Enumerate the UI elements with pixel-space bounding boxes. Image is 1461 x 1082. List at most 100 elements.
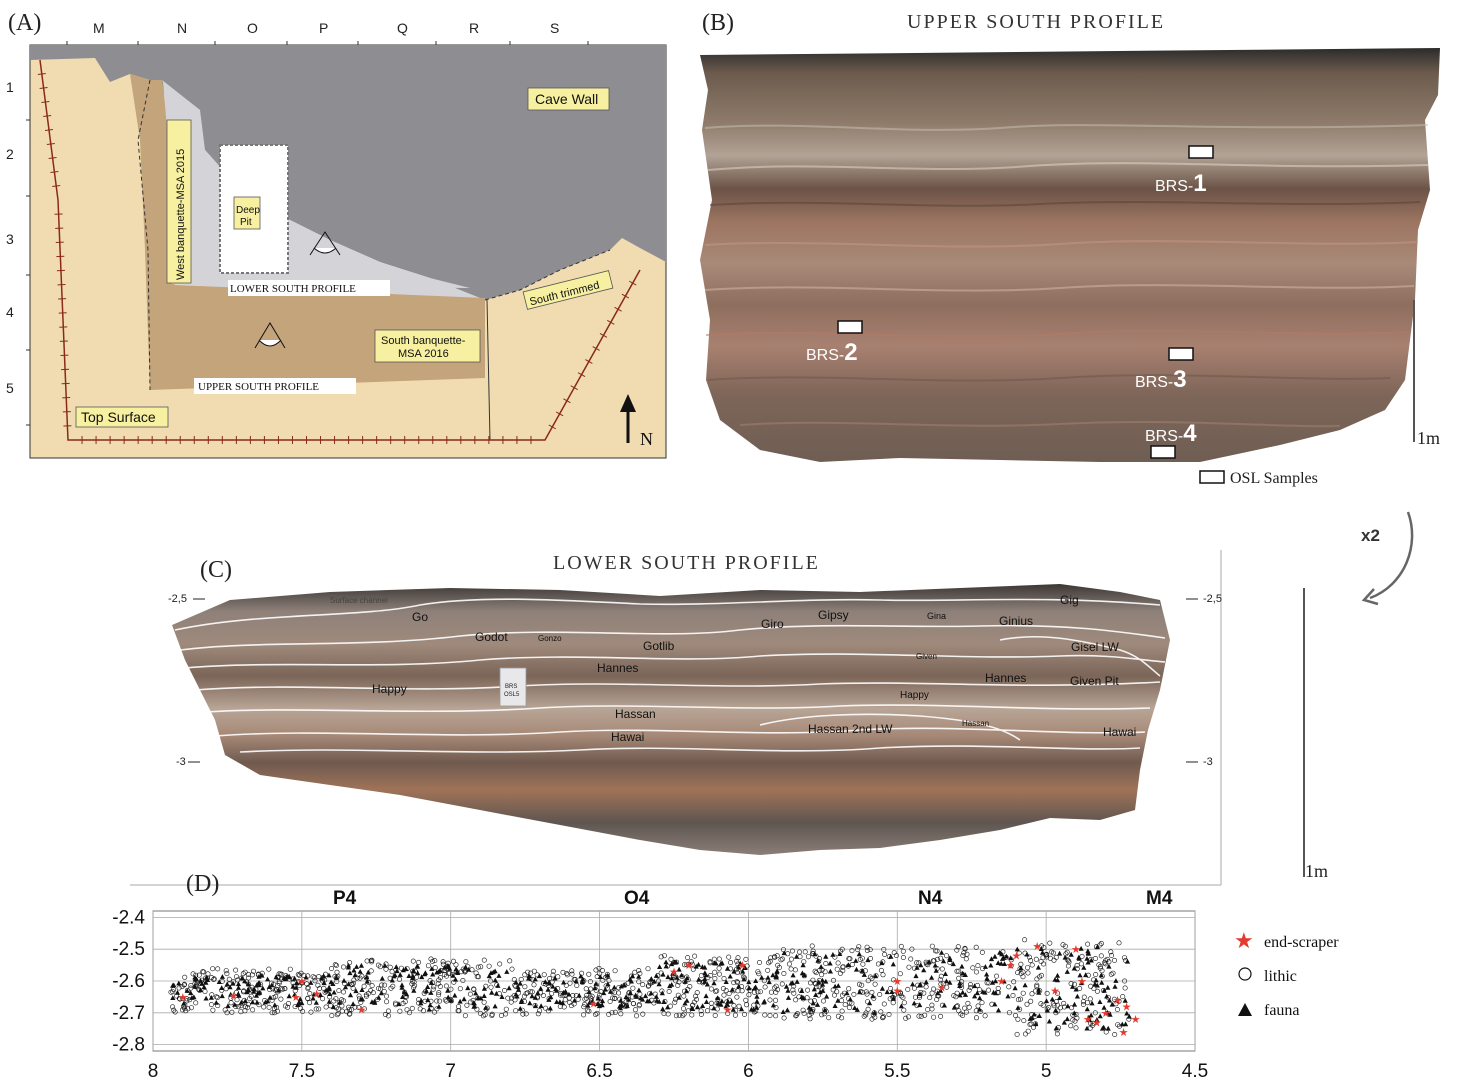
fauna-point — [203, 995, 209, 1001]
panel-c-title: LOWER SOUTH PROFILE — [553, 552, 820, 574]
fauna-point — [536, 973, 542, 979]
fauna-point — [188, 990, 194, 996]
fauna-point — [627, 990, 633, 995]
fauna-point — [960, 970, 966, 976]
lithic-point — [956, 975, 962, 981]
lithic-point — [170, 1004, 176, 1010]
fauna-point — [889, 989, 895, 994]
lithic-point — [340, 964, 346, 970]
fauna-point — [1039, 949, 1046, 955]
fauna-point — [447, 966, 453, 971]
fauna-point — [676, 966, 682, 972]
lithic-point — [840, 968, 846, 974]
fauna-point — [682, 979, 688, 984]
lithic-point — [278, 996, 284, 1002]
fauna-point — [297, 996, 303, 1002]
lithic-point — [861, 1013, 867, 1019]
lower-south-profile-label: LOWER SOUTH PROFILE — [230, 283, 356, 295]
fauna-point — [1106, 997, 1113, 1003]
lithic-point — [1028, 1021, 1034, 1027]
fauna-point — [194, 976, 200, 982]
lithic-point — [675, 982, 681, 988]
lithic-point — [790, 987, 796, 993]
lithic-point — [313, 1006, 319, 1012]
fauna-point — [988, 962, 994, 968]
lithic-point — [208, 1002, 214, 1008]
lithic-point — [689, 1012, 695, 1018]
fauna-point — [799, 988, 805, 993]
lithic-point — [545, 1008, 551, 1014]
fauna-point — [253, 992, 259, 998]
lithic-point — [279, 971, 285, 977]
lithic-point — [473, 970, 479, 976]
lithic-point — [606, 978, 612, 984]
lithic-point — [574, 982, 580, 988]
lithic-point — [712, 969, 718, 975]
lithic-point — [705, 974, 711, 980]
top-surface-label: Top Surface — [81, 409, 156, 425]
fauna-point — [822, 1007, 828, 1013]
fauna-point — [872, 1010, 878, 1015]
fauna-point — [365, 969, 371, 975]
lithic-point — [661, 1010, 667, 1016]
end-scraper-point-12: ★ — [892, 976, 902, 988]
lithic-point — [976, 987, 982, 993]
lithic-point — [181, 982, 187, 988]
fauna-point — [466, 966, 472, 972]
fauna-point — [235, 985, 242, 990]
fauna-point — [410, 968, 416, 973]
lithic-point — [193, 1000, 199, 1006]
lithic-point — [708, 986, 714, 992]
lithic-point — [385, 1008, 391, 1014]
fauna-point — [1123, 1021, 1129, 1027]
lithic-point — [272, 1010, 278, 1016]
fauna-point — [257, 989, 263, 995]
lithic-point — [420, 1008, 426, 1014]
lithic-point — [298, 1005, 304, 1011]
lithic-point — [280, 986, 286, 992]
fauna-point — [545, 986, 551, 992]
lithic-point — [1054, 990, 1060, 996]
fauna-point — [1074, 993, 1080, 999]
row-label-4: 4 — [6, 304, 14, 320]
lithic-point — [1122, 985, 1128, 991]
end-scraper-point-11: ★ — [892, 986, 902, 998]
fauna-point — [290, 983, 296, 989]
lithic-point — [1010, 992, 1016, 998]
lithic-point — [855, 947, 861, 953]
lithic-point — [568, 1003, 574, 1009]
fauna-point — [401, 989, 407, 994]
lithic-point — [1108, 971, 1114, 977]
fauna-point — [184, 988, 190, 993]
fauna-point — [303, 974, 309, 980]
lithic-point — [336, 988, 342, 994]
lithic-point — [914, 960, 920, 966]
west-banquette-label: West banquette-MSA 2015 — [175, 149, 187, 280]
lithic-point — [384, 999, 390, 1005]
lithic-point — [350, 980, 356, 986]
fauna-point — [527, 1000, 533, 1006]
lithic-point — [389, 969, 395, 975]
fauna-point — [504, 969, 510, 974]
unit-hannes-2: Hannes — [985, 671, 1026, 685]
lithic-point — [251, 968, 257, 974]
lithic-point — [609, 1010, 615, 1016]
fauna-point — [273, 974, 279, 980]
lithic-point — [734, 979, 740, 985]
fauna-point — [492, 977, 498, 983]
fauna-point — [515, 987, 522, 992]
fauna-point — [369, 999, 375, 1005]
fauna-point — [382, 962, 388, 968]
unit-gig: Gig — [1060, 593, 1079, 607]
fauna-point — [665, 1004, 671, 1010]
fauna-point — [442, 964, 448, 970]
lithic-point — [779, 956, 785, 962]
lithic-point — [481, 957, 487, 963]
lithic-point — [796, 949, 802, 955]
fauna-point — [587, 999, 593, 1005]
fauna-point — [1008, 955, 1014, 961]
lithic-point — [276, 971, 282, 977]
fauna-point — [358, 962, 364, 968]
lithic-point — [1098, 953, 1104, 959]
fauna-point — [993, 990, 999, 996]
